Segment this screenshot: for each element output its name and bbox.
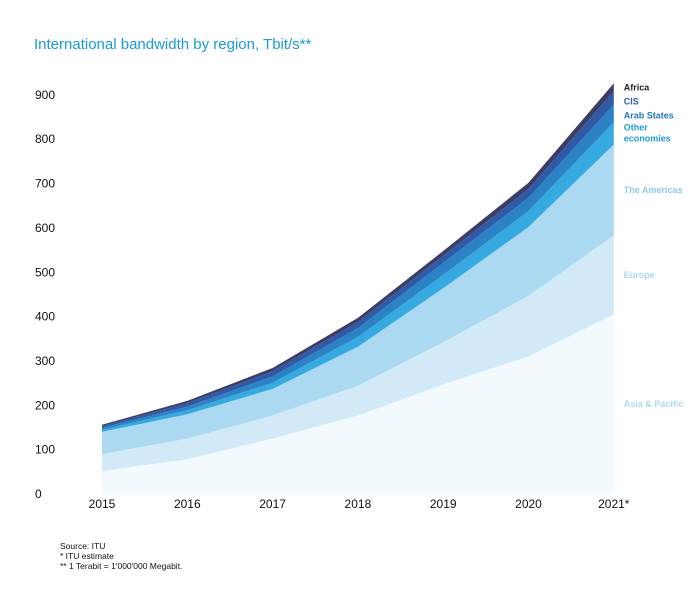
series-label-arab-states: Arab States [624, 110, 674, 120]
estimate-note: * ITU estimate [60, 551, 114, 561]
series-label-other-economies: Other economies [624, 122, 671, 143]
x-tick-label: 2019 [430, 497, 457, 511]
series-label-the-americas: The Americas [624, 185, 683, 195]
series-label-europe: Europe [624, 270, 655, 280]
y-tick-label: 700 [35, 177, 55, 191]
y-tick-label: 100 [35, 443, 55, 457]
x-tick-label: 2015 [89, 497, 116, 511]
x-axis: 2015 2016 2017 2018 2019 2020 2021* [89, 497, 630, 511]
series-label-africa: Africa [624, 82, 651, 92]
x-tick-label: 2016 [174, 497, 201, 511]
area-series-group [102, 83, 614, 494]
y-axis: 0 100 200 300 400 500 600 700 800 900 [35, 88, 55, 501]
x-tick-label: 2018 [345, 497, 372, 511]
area-europe [102, 235, 614, 471]
y-tick-label: 500 [35, 265, 55, 279]
y-tick-label: 200 [35, 398, 55, 412]
source-note: Source: ITU [60, 541, 106, 551]
y-tick-label: 600 [35, 221, 55, 235]
y-tick-label: 800 [35, 132, 55, 146]
x-tick-label: 2020 [515, 497, 542, 511]
area-the-americas [102, 144, 614, 455]
chart-title: International bandwidth by region, Tbit/… [34, 36, 312, 53]
x-tick-label: 2017 [259, 497, 286, 511]
series-labels: Africa CIS Arab States Other economies The Am… [624, 82, 684, 409]
series-label-asia-pacific: Asia & Pacific [624, 399, 684, 409]
y-tick-label: 0 [35, 487, 42, 501]
y-tick-label: 300 [35, 354, 55, 368]
series-label-cis: CIS [624, 96, 639, 106]
y-tick-label: 400 [35, 310, 55, 324]
footnotes: Source: ITU * ITU estimate ** 1 Terabit … [60, 541, 182, 571]
area-asia-pacific [102, 314, 614, 494]
x-tick-label: 2021* [598, 497, 630, 511]
unit-note: ** 1 Terabit = 1'000'000 Megabit. [60, 561, 183, 571]
y-tick-label: 900 [35, 88, 55, 102]
